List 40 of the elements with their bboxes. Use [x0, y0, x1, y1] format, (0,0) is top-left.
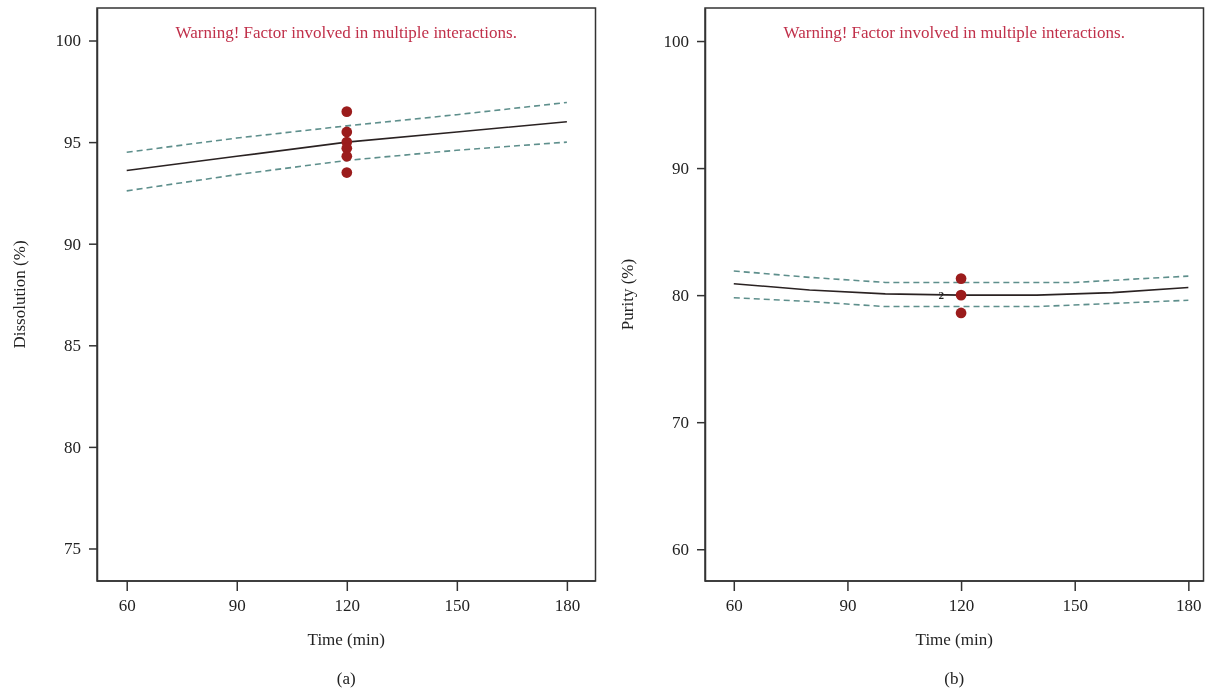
point	[955, 273, 966, 284]
line-series	[732, 270, 1189, 284]
text: (b)	[943, 669, 964, 688]
y-tick-label: 60	[671, 540, 689, 560]
x-tick-label: 90	[838, 596, 856, 616]
point	[341, 106, 353, 117]
text: (a)	[336, 669, 356, 688]
y-tick-label: 100	[55, 31, 81, 51]
x-tick-label: 60	[725, 596, 743, 616]
point	[955, 289, 966, 301]
y-tick-label: 100	[663, 31, 689, 51]
point	[341, 167, 353, 178]
x-tick-label: 120	[334, 596, 361, 616]
line-series	[125, 141, 568, 192]
x-axis-title: Time (min)	[915, 630, 993, 649]
x-tick-label: 60	[118, 596, 136, 616]
annotation: Warning! Factor involved in multiple interactions.	[175, 23, 517, 42]
annotation: 2	[937, 289, 944, 302]
y-tick-label: 70	[671, 413, 689, 433]
y-axis-title: Purity (%)	[617, 258, 637, 331]
x-tick-label: 150	[1061, 596, 1088, 616]
x-tick-label: 180	[554, 596, 581, 616]
y-tick-label: 90	[64, 234, 81, 254]
x-tick-label: 120	[948, 596, 974, 616]
annotation: Warning! Factor involved in multiple interactions.	[783, 23, 1125, 42]
y-tick-label: 75	[64, 539, 81, 559]
y-tick-label: 80	[671, 286, 689, 306]
x-axis-title: Time (min)	[307, 630, 385, 649]
y-tick-label: 85	[64, 336, 81, 356]
line-series	[125, 120, 568, 172]
y-tick-label: 90	[671, 159, 689, 179]
line-series	[125, 101, 568, 154]
y-tick-label: 95	[64, 133, 81, 153]
point	[341, 126, 353, 138]
x-tick-label: 150	[444, 596, 471, 616]
y-tick-label: 80	[64, 437, 81, 457]
x-tick-label: 90	[228, 596, 246, 616]
x-tick-label: 180	[1175, 596, 1202, 616]
y-axis-title: Dissolution (%)	[10, 240, 29, 349]
point	[955, 307, 966, 319]
